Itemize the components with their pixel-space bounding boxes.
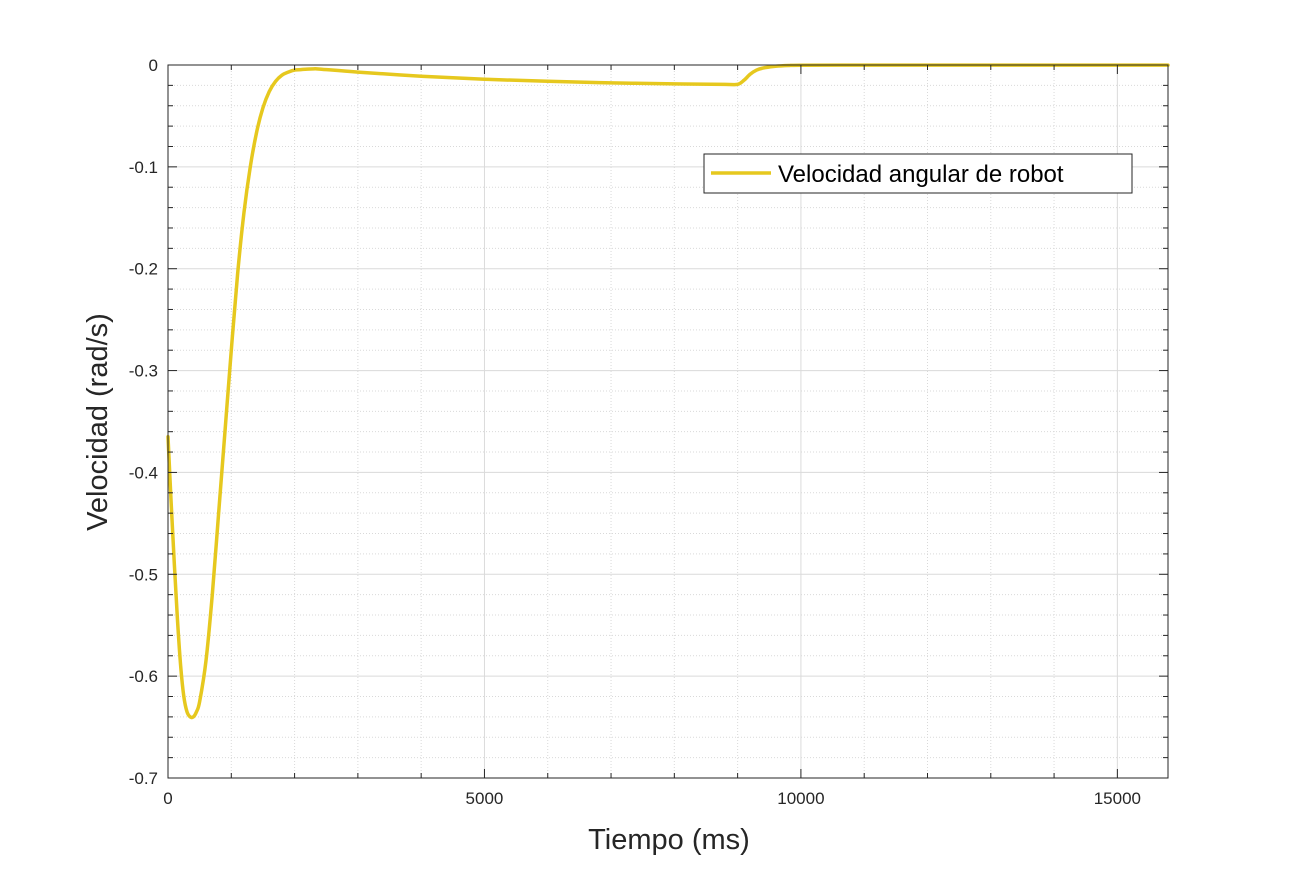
- y-axis-title: Velocidad (rad/s): [82, 313, 114, 531]
- y-tick-label: -0.5: [129, 565, 158, 584]
- y-tick-label: -0.7: [129, 769, 158, 788]
- y-tick-label: -0.4: [129, 463, 158, 482]
- x-tick-label: 10000: [777, 789, 824, 808]
- series-layer: [166, 63, 1170, 720]
- plot-frame: [167, 64, 1169, 779]
- x-tick-labels: 0 5000 10000 15000: [163, 789, 1141, 808]
- y-tick-label: -0.6: [129, 667, 158, 686]
- y-tick-label: -0.2: [129, 260, 158, 279]
- y-tick-label: 0: [149, 56, 158, 75]
- x-tick-label: 5000: [466, 789, 504, 808]
- legend-box: [703, 153, 1133, 194]
- series-line: [166, 63, 1170, 720]
- x-tick-label: 0: [163, 789, 172, 808]
- axis-ticks: [167, 64, 1168, 779]
- y-tick-labels: 0 -0.1 -0.2 -0.3 -0.4 -0.5 -0.6 -0.7: [129, 56, 158, 788]
- x-tick-label: 15000: [1094, 789, 1141, 808]
- y-tick-label: -0.1: [129, 158, 158, 177]
- x-axis-title: Tiempo (ms): [588, 824, 750, 856]
- legend-label: Velocidad angular de robot: [778, 161, 1064, 188]
- y-tick-label: -0.3: [129, 362, 158, 381]
- legend: Velocidad angular de robot: [703, 153, 1133, 194]
- minor-grid: [168, 65, 1168, 778]
